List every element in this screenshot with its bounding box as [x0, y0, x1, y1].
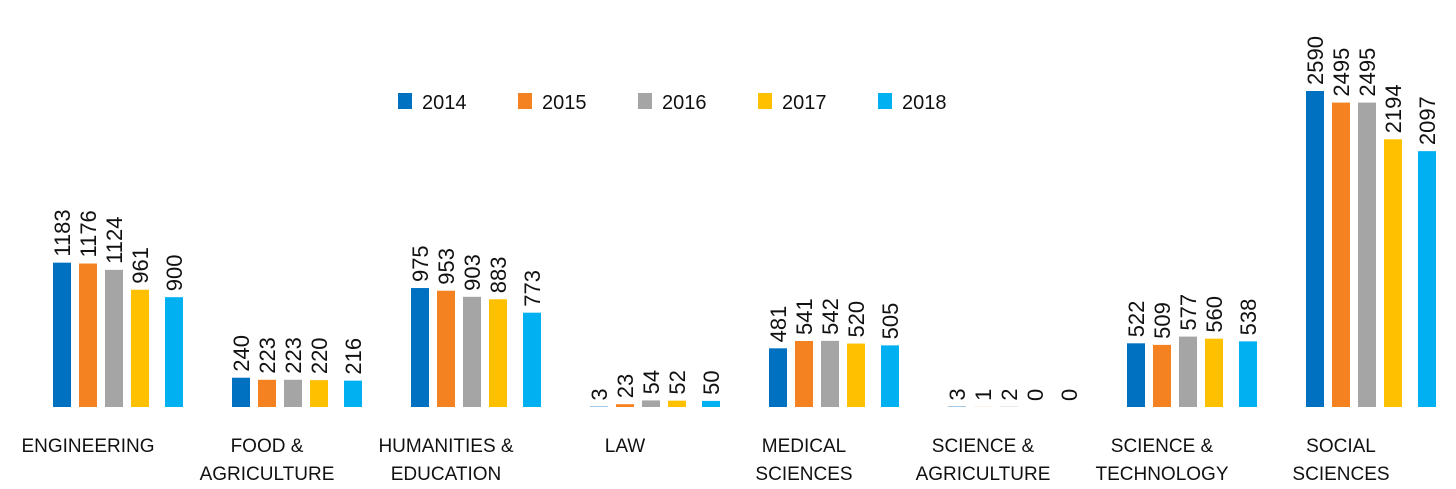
- data-label: 1176: [76, 210, 101, 257]
- data-label: 23: [613, 374, 638, 398]
- data-label: 577: [1176, 294, 1201, 331]
- bar: [310, 380, 328, 407]
- bar: [642, 400, 660, 407]
- bar: [668, 401, 686, 407]
- data-label: 522: [1124, 301, 1149, 338]
- data-label: 223: [255, 337, 280, 374]
- data-label: 975: [408, 245, 433, 282]
- bar: [105, 270, 123, 407]
- legend-label: 2014: [422, 92, 467, 114]
- data-label: 883: [486, 257, 511, 294]
- data-label: 520: [844, 301, 869, 338]
- data-label: 1183: [50, 209, 75, 256]
- bar: [411, 288, 429, 407]
- bar: [1358, 103, 1376, 407]
- bar: [1205, 339, 1223, 407]
- bar: [232, 378, 250, 407]
- category-label: MEDICAL SCIENCES: [729, 433, 879, 489]
- data-label: 1124: [102, 217, 127, 264]
- bar: [344, 381, 362, 407]
- category-label: HUMANITIES & EDUCATION: [371, 433, 521, 489]
- legend-swatch: [518, 93, 532, 109]
- legend-label: 2018: [902, 92, 947, 114]
- data-label: 3: [587, 388, 612, 400]
- bar: [1239, 341, 1257, 407]
- bar: [131, 290, 149, 407]
- data-label: 3: [945, 388, 970, 400]
- data-label: 220: [307, 337, 332, 374]
- data-label: 2: [997, 389, 1022, 401]
- data-label: 2495: [1355, 48, 1380, 97]
- data-label: 223: [281, 337, 306, 374]
- data-label: 481: [766, 306, 791, 343]
- bar: [769, 348, 787, 407]
- bar: [79, 264, 97, 407]
- data-label: 0: [1023, 389, 1048, 401]
- bar: [821, 341, 839, 407]
- legend-swatch: [398, 93, 412, 109]
- data-label: 54: [639, 370, 664, 394]
- bar: [1127, 343, 1145, 407]
- category-label: FOOD & AGRICULTURE: [192, 433, 342, 489]
- bar: [1179, 337, 1197, 407]
- category-label: SCIENCE & TECHNOLOGY: [1087, 433, 1237, 489]
- legend-label: 2017: [782, 92, 827, 114]
- bar: [523, 313, 541, 407]
- bar: [881, 345, 899, 407]
- data-label: 216: [341, 338, 366, 375]
- data-label: 538: [1236, 299, 1261, 336]
- data-label: 1: [971, 389, 996, 401]
- data-label: 2495: [1329, 48, 1354, 97]
- data-label: 961: [128, 247, 153, 284]
- category-label: LAW: [550, 433, 700, 461]
- data-label: 240: [229, 335, 254, 372]
- bar: [702, 401, 720, 407]
- bar: [284, 380, 302, 407]
- bar: [437, 291, 455, 407]
- data-label: 953: [434, 248, 459, 285]
- data-label: 509: [1150, 302, 1175, 339]
- data-label: 505: [878, 303, 903, 340]
- bar: [165, 297, 183, 407]
- data-label: 2097: [1415, 96, 1440, 145]
- legend-swatch: [878, 93, 892, 109]
- legend-swatch: [758, 93, 772, 109]
- bar: [53, 263, 71, 407]
- bar: [1332, 103, 1350, 407]
- bar: [1153, 345, 1171, 407]
- bar: [1418, 151, 1436, 407]
- data-label: 50: [699, 370, 724, 394]
- bar: [463, 297, 481, 407]
- data-label: 2194: [1381, 84, 1406, 133]
- bar: [258, 380, 276, 407]
- data-label: 2590: [1303, 36, 1328, 85]
- data-label: 52: [665, 370, 690, 394]
- bar: [1306, 91, 1324, 407]
- bar: [1384, 139, 1402, 407]
- bar: [847, 344, 865, 407]
- data-label: 773: [520, 270, 545, 307]
- data-label: 900: [162, 254, 187, 291]
- data-label: 903: [460, 254, 485, 291]
- data-label: 541: [792, 298, 817, 335]
- category-label: SCIENCE & AGRICULTURE: [908, 433, 1058, 489]
- legend-label: 2015: [542, 92, 587, 114]
- data-label: 542: [818, 298, 843, 335]
- legend-swatch: [638, 93, 652, 109]
- legend-label: 2016: [662, 92, 707, 114]
- category-label: ENGINEERING: [13, 433, 163, 461]
- bar: [795, 341, 813, 407]
- data-label: 0: [1057, 389, 1082, 401]
- bar: [489, 299, 507, 407]
- data-label: 560: [1202, 296, 1227, 333]
- category-label: SOCIAL SCIENCES: [1266, 433, 1416, 489]
- bar: [616, 404, 634, 407]
